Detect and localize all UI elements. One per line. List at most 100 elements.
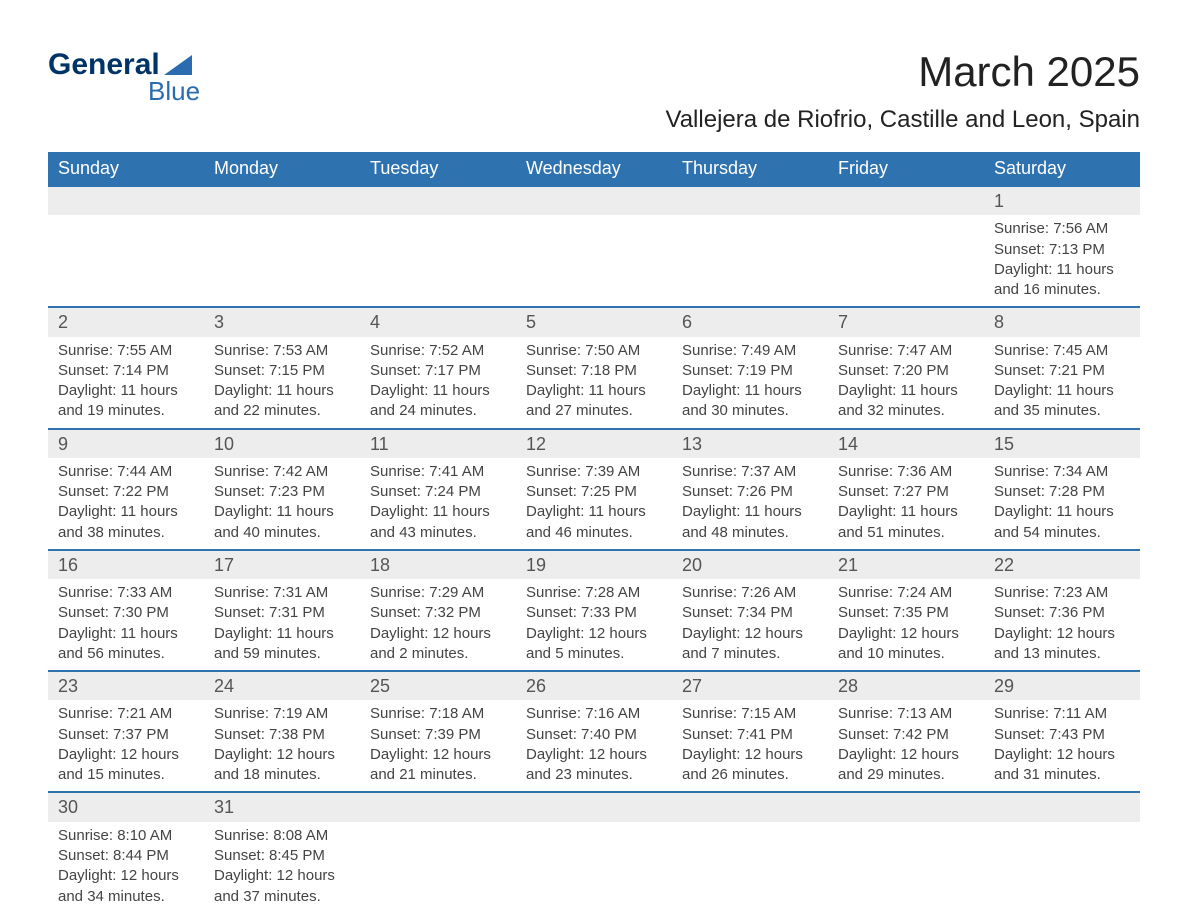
sunset-line: Sunset: 7:40 PM (526, 725, 662, 745)
sunset-line: Sunset: 7:32 PM (370, 603, 506, 623)
day-number: 27 (672, 672, 828, 700)
calendar-day-cell: 24Sunrise: 7:19 AMSunset: 7:38 PMDayligh… (204, 671, 360, 792)
day-info: Sunrise: 7:55 AMSunset: 7:14 PMDaylight:… (58, 341, 194, 422)
calendar-empty-cell (204, 186, 360, 307)
sunrise-line: Sunrise: 7:19 AM (214, 704, 350, 724)
day-info: Sunrise: 7:42 AMSunset: 7:23 PMDaylight:… (214, 462, 350, 543)
sunrise-line: Sunrise: 7:50 AM (526, 341, 662, 361)
day-number: 28 (828, 672, 984, 700)
location-subtitle: Vallejera de Riofrio, Castille and Leon,… (665, 106, 1140, 134)
day-number: 25 (360, 672, 516, 700)
calendar-day-cell: 17Sunrise: 7:31 AMSunset: 7:31 PMDayligh… (204, 550, 360, 671)
sunrise-line: Sunrise: 7:29 AM (370, 583, 506, 603)
day-number: 5 (516, 308, 672, 336)
day-number: 17 (204, 551, 360, 579)
sunset-line: Sunset: 7:38 PM (214, 725, 350, 745)
weekday-header: Monday (204, 152, 360, 186)
day-number: 15 (984, 430, 1140, 458)
day-number: 9 (48, 430, 204, 458)
sunrise-line: Sunrise: 7:55 AM (58, 341, 194, 361)
calendar-day-cell: 23Sunrise: 7:21 AMSunset: 7:37 PMDayligh… (48, 671, 204, 792)
sunrise-line: Sunrise: 7:24 AM (838, 583, 974, 603)
daylight-line: Daylight: 11 hours and 35 minutes. (994, 381, 1130, 422)
day-number: 22 (984, 551, 1140, 579)
day-info: Sunrise: 7:33 AMSunset: 7:30 PMDaylight:… (58, 583, 194, 664)
calendar-week-row: 16 Sunrise: 7:33 AMSunset: 7:30 PMDayligh… (48, 550, 1140, 671)
day-info: Sunrise: 7:47 AMSunset: 7:20 PMDaylight:… (838, 341, 974, 422)
day-info: Sunrise: 7:11 AMSunset: 7:43 PMDaylight:… (994, 704, 1130, 785)
calendar-empty-cell (516, 186, 672, 307)
calendar-day-cell: 20Sunrise: 7:26 AMSunset: 7:34 PMDayligh… (672, 550, 828, 671)
calendar-day-cell: 7Sunrise: 7:47 AMSunset: 7:20 PMDaylight… (828, 307, 984, 428)
sunrise-line: Sunrise: 7:28 AM (526, 583, 662, 603)
day-info: Sunrise: 7:45 AMSunset: 7:21 PMDaylight:… (994, 341, 1130, 422)
calendar-day-cell: 15 Sunrise: 7:34 AMSunset: 7:28 PMDayligh… (984, 429, 1140, 550)
daylight-line: Daylight: 11 hours and 54 minutes. (994, 502, 1130, 543)
sunrise-line: Sunrise: 7:53 AM (214, 341, 350, 361)
daylight-line: Daylight: 12 hours and 23 minutes. (526, 745, 662, 786)
sunrise-line: Sunrise: 7:15 AM (682, 704, 818, 724)
day-number: 19 (516, 551, 672, 579)
daynum-strip-empty (360, 187, 516, 215)
weekday-header: Tuesday (360, 152, 516, 186)
day-number: 31 (204, 793, 360, 821)
sunrise-line: Sunrise: 7:41 AM (370, 462, 506, 482)
sunrise-line: Sunrise: 7:11 AM (994, 704, 1130, 724)
day-number: 29 (984, 672, 1140, 700)
calendar-empty-cell (360, 186, 516, 307)
day-info: Sunrise: 7:37 AMSunset: 7:26 PMDaylight:… (682, 462, 818, 543)
daylight-line: Daylight: 12 hours and 13 minutes. (994, 624, 1130, 665)
day-number: 4 (360, 308, 516, 336)
day-number: 16 (48, 551, 204, 579)
daylight-line: Daylight: 11 hours and 51 minutes. (838, 502, 974, 543)
day-number: 24 (204, 672, 360, 700)
sunset-line: Sunset: 7:13 PM (994, 240, 1130, 260)
sunset-line: Sunset: 7:21 PM (994, 361, 1130, 381)
calendar-empty-cell (984, 792, 1140, 912)
weekday-header: Thursday (672, 152, 828, 186)
day-info: Sunrise: 7:24 AMSunset: 7:35 PMDaylight:… (838, 583, 974, 664)
sunset-line: Sunset: 7:14 PM (58, 361, 194, 381)
day-info: Sunrise: 8:08 AMSunset: 8:45 PMDaylight:… (214, 826, 350, 907)
sunrise-line: Sunrise: 7:21 AM (58, 704, 194, 724)
sunrise-line: Sunrise: 7:26 AM (682, 583, 818, 603)
sunset-line: Sunset: 7:28 PM (994, 482, 1130, 502)
daylight-line: Daylight: 11 hours and 32 minutes. (838, 381, 974, 422)
day-info: Sunrise: 8:10 AMSunset: 8:44 PMDaylight:… (58, 826, 194, 907)
day-info: Sunrise: 7:28 AMSunset: 7:33 PMDaylight:… (526, 583, 662, 664)
sunset-line: Sunset: 7:17 PM (370, 361, 506, 381)
sunset-line: Sunset: 8:44 PM (58, 846, 194, 866)
sunset-line: Sunset: 7:24 PM (370, 482, 506, 502)
daylight-line: Daylight: 12 hours and 26 minutes. (682, 745, 818, 786)
daylight-line: Daylight: 12 hours and 37 minutes. (214, 866, 350, 907)
logo-triangle-icon (164, 55, 192, 75)
daynum-strip-empty (984, 793, 1140, 821)
calendar-week-row: 1Sunrise: 7:56 AMSunset: 7:13 PMDaylight… (48, 186, 1140, 307)
sunset-line: Sunset: 7:37 PM (58, 725, 194, 745)
daylight-line: Daylight: 12 hours and 29 minutes. (838, 745, 974, 786)
calendar-week-row: 9Sunrise: 7:44 AMSunset: 7:22 PMDaylight… (48, 429, 1140, 550)
daylight-line: Daylight: 12 hours and 5 minutes. (526, 624, 662, 665)
day-number: 21 (828, 551, 984, 579)
sunset-line: Sunset: 7:39 PM (370, 725, 506, 745)
sunset-line: Sunset: 7:30 PM (58, 603, 194, 623)
day-number: 6 (672, 308, 828, 336)
calendar-day-cell: 2Sunrise: 7:55 AMSunset: 7:14 PMDaylight… (48, 307, 204, 428)
sunrise-line: Sunrise: 7:37 AM (682, 462, 818, 482)
sunset-line: Sunset: 7:42 PM (838, 725, 974, 745)
day-info: Sunrise: 7:23 AMSunset: 7:36 PMDaylight:… (994, 583, 1130, 664)
sunrise-line: Sunrise: 7:18 AM (370, 704, 506, 724)
day-info: Sunrise: 7:50 AMSunset: 7:18 PMDaylight:… (526, 341, 662, 422)
calendar-table: SundayMondayTuesdayWednesdayThursdayFrid… (48, 152, 1140, 913)
calendar-day-cell: 30Sunrise: 8:10 AMSunset: 8:44 PMDayligh… (48, 792, 204, 912)
daynum-strip-empty (48, 187, 204, 215)
daynum-strip-empty (204, 187, 360, 215)
daylight-line: Daylight: 11 hours and 59 minutes. (214, 624, 350, 665)
daylight-line: Daylight: 11 hours and 48 minutes. (682, 502, 818, 543)
day-info: Sunrise: 7:34 AMSunset: 7:28 PMDaylight:… (994, 462, 1130, 543)
calendar-empty-cell (516, 792, 672, 912)
sunset-line: Sunset: 7:18 PM (526, 361, 662, 381)
calendar-day-cell: 5 Sunrise: 7:50 AMSunset: 7:18 PMDaylight… (516, 307, 672, 428)
sunrise-line: Sunrise: 7:56 AM (994, 219, 1130, 239)
day-info: Sunrise: 7:29 AMSunset: 7:32 PMDaylight:… (370, 583, 506, 664)
